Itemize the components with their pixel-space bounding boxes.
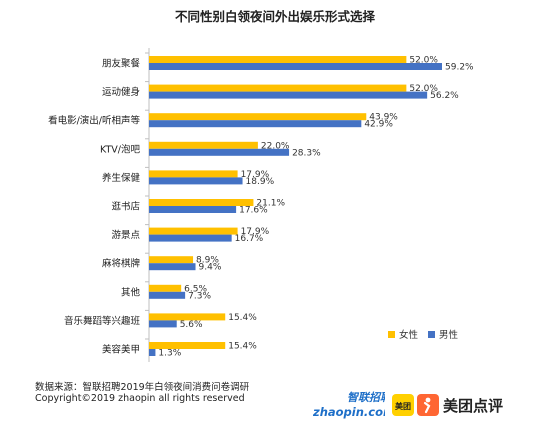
data-label-male: 28.3%: [292, 148, 321, 158]
data-label-female: 43.9%: [369, 113, 398, 123]
data-label-female: 22.0%: [261, 141, 290, 151]
zhaopin-logo-en: zhaopin.com: [313, 405, 385, 419]
data-label-female: 15.4%: [228, 342, 257, 352]
legend-label-male: 男性: [439, 329, 459, 341]
category-label: 麻将棋牌: [102, 258, 141, 270]
bar-male: [149, 177, 243, 185]
data-label-male: 9.4%: [199, 263, 222, 273]
bar-male: [149, 206, 237, 213]
zhaopin-logo-cn: 智联招聘: [347, 391, 385, 404]
data-label-male: 16.7%: [235, 234, 264, 244]
bar-female: [149, 256, 194, 264]
bar-female: [149, 313, 226, 321]
category-label: 运动健身: [102, 86, 140, 98]
meituan-badge: [392, 394, 414, 416]
data-label-male: 5.6%: [180, 320, 203, 330]
bar-female: [149, 141, 258, 149]
data-label-female: 8.9%: [196, 256, 219, 266]
bar-female: [149, 113, 367, 121]
data-label-male: 18.9%: [246, 177, 275, 187]
data-label-female: 6.5%: [184, 284, 207, 294]
bar-female: [149, 84, 407, 92]
bar-female: [149, 170, 238, 178]
category-label: 朋友聚餐: [102, 58, 141, 70]
bar-female: [149, 199, 254, 206]
copyright-text: Copyright©2019 zhaopin all rights reserv…: [35, 393, 245, 404]
data-label-male: 59.2%: [445, 63, 474, 73]
data-label-male: 17.6%: [239, 206, 268, 216]
data-label-female: 17.9%: [241, 170, 270, 180]
bar-male: [149, 320, 177, 328]
chart-title: 不同性别白领夜间外出娱乐形式选择: [175, 9, 376, 24]
legend-swatch-male: [428, 331, 435, 338]
bar-male: [149, 263, 196, 271]
data-label-male: 1.3%: [158, 349, 181, 359]
bar-male: [149, 349, 156, 356]
data-label-female: 17.9%: [241, 227, 270, 237]
dianping-icon-dot: [425, 397, 431, 403]
meituan-dianping-logo: 美团 美团点评: [392, 394, 503, 416]
data-label-male: 56.2%: [430, 91, 459, 101]
category-label: 游景点: [111, 229, 140, 241]
legend-label-female: 女性: [399, 329, 419, 341]
data-label-male: 42.9%: [364, 120, 393, 130]
category-label: 逛书店: [111, 201, 140, 213]
bar-female: [149, 342, 226, 349]
data-label-female: 52.0%: [409, 84, 438, 94]
category-label: 音乐舞蹈等兴趣班: [64, 315, 141, 327]
data-label-female: 15.4%: [228, 313, 257, 323]
category-label: 其他: [121, 286, 141, 298]
data-source-text: 数据来源：智联招聘2019年白领夜间消费问卷调研: [35, 382, 250, 393]
category-label: 看电影/演出/听相声等: [48, 115, 140, 127]
legend-swatch-female: [388, 331, 395, 338]
category-label: 美容美甲: [102, 344, 140, 356]
data-label-female: 21.1%: [256, 199, 285, 209]
bar-male: [149, 120, 362, 128]
dianping-icon: [423, 401, 431, 414]
data-label-female: 52.0%: [409, 56, 438, 66]
meituan-badge-text: 美团: [395, 401, 411, 411]
bar-female: [149, 56, 407, 63]
bar-male: [149, 234, 232, 242]
bar-male: [149, 148, 290, 156]
meituan-dianping-wordmark: 美团点评: [443, 397, 503, 415]
category-label: KTV/泡吧: [100, 143, 140, 155]
bar-male: [149, 63, 442, 70]
data-label-male: 7.3%: [188, 291, 211, 301]
bar-male: [149, 291, 186, 299]
legend: 女性 男性: [388, 329, 459, 341]
category-label: 养生保健: [102, 172, 141, 184]
bar-female: [149, 227, 238, 235]
bar-female: [149, 284, 182, 292]
zhaopin-logo: 智联招聘 zhaopin.com: [313, 391, 385, 419]
bar-male: [149, 91, 428, 99]
